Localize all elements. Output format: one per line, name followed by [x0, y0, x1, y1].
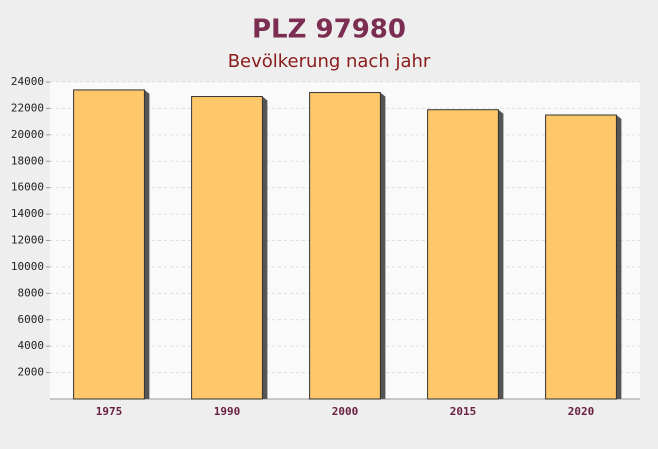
- y-tick-label: 2000: [18, 366, 45, 379]
- y-tick-label: 6000: [18, 313, 45, 326]
- bar-shadow: [262, 96, 268, 399]
- y-tick-label: 18000: [11, 154, 44, 167]
- bar-shadow: [380, 92, 386, 400]
- y-tick-label: 12000: [11, 234, 44, 247]
- y-tick-label: 24000: [11, 75, 44, 88]
- x-tick-label: 2015: [450, 405, 477, 418]
- y-tick-label: 22000: [11, 101, 44, 114]
- bar: [427, 109, 499, 400]
- x-tick-label: 2000: [332, 405, 359, 418]
- y-tick-label: 20000: [11, 128, 44, 141]
- x-tick-label: 2020: [568, 405, 595, 418]
- bar-shadow: [144, 89, 150, 400]
- bar: [191, 96, 263, 400]
- y-tick-label: 16000: [11, 181, 44, 194]
- bar-shadow: [498, 109, 504, 400]
- y-tick-label: 14000: [11, 207, 44, 220]
- chart-subtitle: Bevölkerung nach jahr: [228, 51, 431, 72]
- bar-shadow: [616, 115, 622, 399]
- y-tick-label: 10000: [11, 260, 44, 273]
- y-tick-label: 4000: [18, 339, 45, 352]
- bar: [545, 114, 617, 400]
- bar: [73, 89, 145, 400]
- chart-title: PLZ 97980: [252, 15, 406, 45]
- bar: [309, 92, 381, 400]
- x-tick-label: 1990: [214, 405, 241, 418]
- y-tick-label: 8000: [18, 286, 45, 299]
- x-tick-label: 1975: [96, 405, 123, 418]
